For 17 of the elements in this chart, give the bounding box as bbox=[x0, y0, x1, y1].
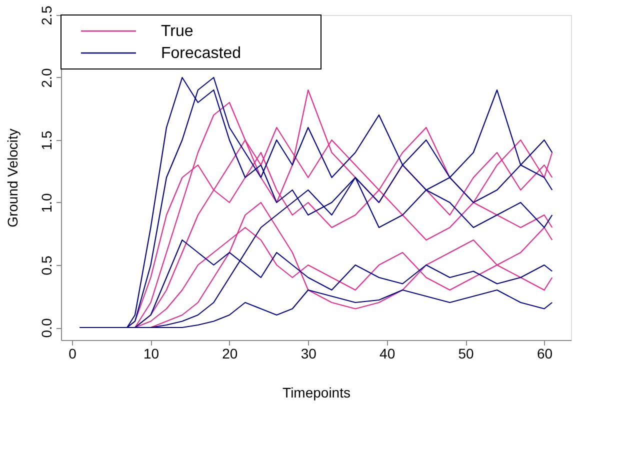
y-tick-label: 0.0 bbox=[38, 318, 54, 338]
y-tick-label: 1.0 bbox=[38, 193, 54, 213]
legend-label: Forecasted bbox=[161, 45, 242, 62]
x-tick-label: 50 bbox=[458, 346, 474, 362]
x-tick-label: 30 bbox=[300, 346, 317, 362]
y-tick-label: 0.5 bbox=[38, 256, 54, 276]
y-axis-title: Ground Velocity bbox=[4, 128, 20, 228]
x-tick-label: 40 bbox=[380, 346, 396, 362]
x-tick-label: 20 bbox=[222, 346, 238, 362]
x-tick-label: 10 bbox=[143, 346, 160, 362]
x-tick-label: 60 bbox=[536, 346, 553, 362]
y-tick-label: 1.5 bbox=[38, 130, 54, 150]
x-tick-label: 0 bbox=[68, 346, 77, 362]
x-axis-title: Timepoints bbox=[282, 384, 350, 400]
y-tick-label: 2.5 bbox=[38, 6, 54, 26]
legend-label: True bbox=[161, 23, 194, 40]
y-tick-label: 2.0 bbox=[38, 68, 54, 88]
